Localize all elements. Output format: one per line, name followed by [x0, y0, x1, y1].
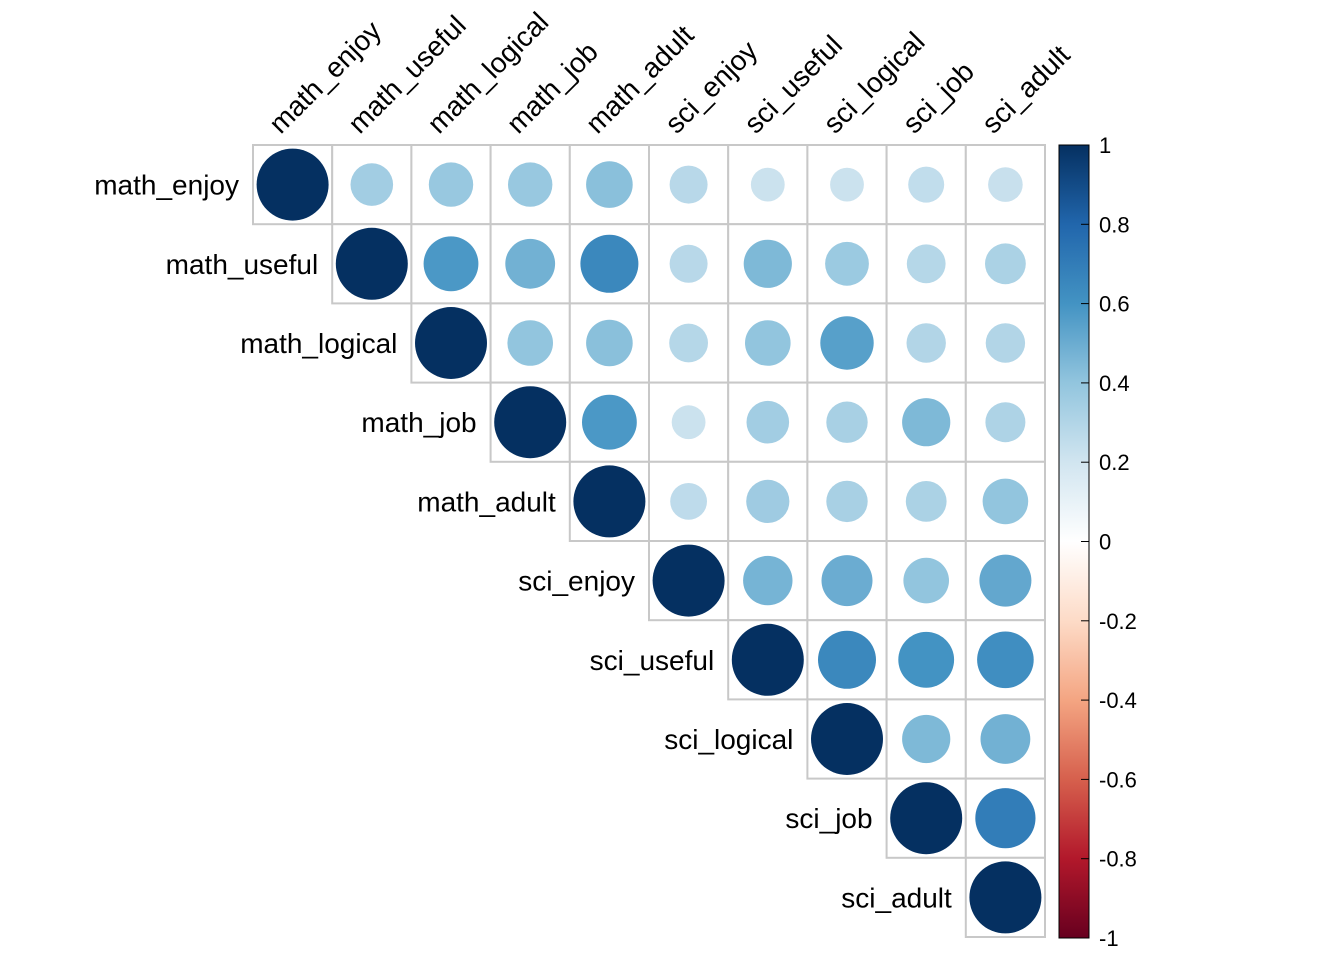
- corr-circle-math_job-sci_useful: [746, 400, 790, 444]
- corr-circle-math_job-sci_enjoy: [671, 405, 706, 440]
- circle-layer: [256, 148, 1042, 934]
- corr-circle-math_adult-sci_adult: [982, 478, 1029, 525]
- colorbar-tick-label: 1: [1099, 133, 1111, 158]
- row-label-math_job: math_job: [361, 407, 476, 438]
- corr-circle-math_adult-sci_logical: [826, 480, 868, 523]
- corr-circle-math_logical-math_job: [507, 320, 553, 366]
- corr-circle-sci_job-sci_adult: [975, 788, 1036, 849]
- row-label-math_adult: math_adult: [417, 486, 556, 517]
- corr-circle-sci_useful-sci_useful: [731, 623, 804, 696]
- corr-circle-math_job-sci_adult: [985, 402, 1026, 443]
- corr-circle-math_job-sci_logical: [826, 401, 868, 443]
- row-label-math_enjoy: math_enjoy: [94, 170, 239, 201]
- corr-circle-math_enjoy-sci_useful: [750, 167, 785, 202]
- corr-circle-math_useful-math_logical: [423, 236, 479, 292]
- colorbar-tick-label: 0.6: [1099, 292, 1130, 317]
- colorbar-tick-label: -0.6: [1099, 767, 1137, 792]
- column-label-sci_adult: sci_adult: [976, 39, 1076, 139]
- corr-circle-math_adult-math_adult: [573, 465, 646, 538]
- corr-circle-sci_useful-sci_adult: [977, 631, 1034, 689]
- row-label-sci_enjoy: sci_enjoy: [518, 566, 635, 597]
- colorbar-tick-label: -0.4: [1099, 688, 1137, 713]
- corr-circle-math_adult-sci_useful: [746, 479, 790, 523]
- colorbar-tick-label: 0.8: [1099, 212, 1130, 237]
- column-labels: math_enjoymath_usefulmath_logicalmath_jo…: [263, 6, 1076, 139]
- corr-circle-math_job-sci_job: [902, 398, 951, 447]
- corr-circle-math_logical-math_adult: [586, 319, 633, 367]
- corr-circle-math_enjoy-math_useful: [350, 163, 394, 206]
- colorbar-tick-label: 0: [1099, 530, 1111, 555]
- corr-circle-math_logical-sci_enjoy: [669, 323, 708, 363]
- corr-circle-sci_enjoy-sci_enjoy: [652, 544, 725, 617]
- corr-circle-math_enjoy-math_logical: [428, 162, 474, 207]
- row-labels: math_enjoy math_useful math_logical math_jo…: [94, 170, 952, 914]
- corr-circle-math_enjoy-math_adult: [586, 161, 633, 208]
- corr-circle-sci_useful-sci_logical: [818, 630, 876, 689]
- corr-circle-math_enjoy-math_enjoy: [256, 148, 329, 221]
- row-label-math_logical: math_logical: [240, 328, 397, 359]
- corr-circle-math_useful-sci_logical: [825, 241, 869, 286]
- corr-circle-math_enjoy-sci_adult: [988, 167, 1023, 202]
- row-label-sci_job: sci_job: [785, 803, 872, 834]
- corr-circle-math_useful-sci_useful: [743, 239, 792, 288]
- corr-circle-sci_job-sci_job: [890, 782, 963, 855]
- corr-circle-sci_enjoy-sci_logical: [821, 555, 873, 607]
- corr-circle-math_enjoy-math_job: [508, 162, 553, 207]
- row-label-sci_adult: sci_adult: [841, 882, 952, 913]
- cell-math_logical-math_adult: [568, 302, 650, 384]
- corr-circle-math_logical-sci_adult: [985, 323, 1026, 363]
- corr-circle-math_logical-sci_logical: [820, 316, 874, 370]
- corr-circle-sci_adult-sci_adult: [969, 861, 1042, 934]
- colorbar-tick-label: -0.2: [1099, 609, 1137, 634]
- corr-circle-sci_logical-sci_job: [902, 714, 951, 764]
- row-label-sci_useful: sci_useful: [590, 645, 715, 676]
- corr-circle-math_useful-math_job: [505, 238, 556, 289]
- corr-circle-sci_logical-sci_logical: [811, 703, 883, 775]
- row-label-math_useful: math_useful: [166, 249, 319, 280]
- corr-circle-sci_useful-sci_job: [898, 631, 955, 688]
- colorbar-tick-label: -1: [1099, 926, 1119, 951]
- colorbar-tick-label: 0.2: [1099, 450, 1130, 475]
- corr-circle-sci_enjoy-sci_useful: [743, 555, 793, 606]
- corr-circle-math_job-math_adult: [582, 394, 637, 450]
- corr-circle-math_adult-sci_enjoy: [670, 483, 707, 520]
- corr-circle-math_logical-math_logical: [415, 307, 487, 379]
- corr-circle-sci_enjoy-sci_adult: [979, 554, 1032, 607]
- corr-circle-math_useful-sci_enjoy: [669, 244, 708, 283]
- corr-circle-math_useful-sci_adult: [985, 243, 1026, 285]
- colorbar-tick-label: -0.8: [1099, 847, 1137, 872]
- row-label-sci_logical: sci_logical: [664, 724, 793, 755]
- cell-math_enjoy-sci_logical: [806, 144, 888, 226]
- colorbar-tick-label: 0.4: [1099, 371, 1130, 396]
- corr-circle-sci_logical-sci_adult: [980, 714, 1031, 764]
- colorbar: 1 0.8 0.6 0.4 0.2 0 -0.2 -0.4 -0.6 -0.8 -1: [1058, 133, 1137, 951]
- corr-circle-math_logical-sci_job: [906, 323, 946, 363]
- corr-circle-math_useful-sci_job: [906, 244, 946, 284]
- corr-circle-math_enjoy-sci_job: [908, 166, 945, 203]
- corr-circle-math_useful-math_useful: [335, 227, 408, 300]
- corr-circle-math_logical-sci_useful: [745, 320, 791, 366]
- corr-circle-math_adult-sci_job: [905, 481, 947, 522]
- corr-circle-math_enjoy-sci_logical: [830, 167, 864, 202]
- corr-circle-math_useful-math_adult: [580, 234, 639, 293]
- corr-circle-sci_enjoy-sci_job: [903, 557, 949, 604]
- corr-circle-math_job-math_job: [494, 386, 567, 459]
- corr-circle-math_enjoy-sci_enjoy: [669, 165, 708, 204]
